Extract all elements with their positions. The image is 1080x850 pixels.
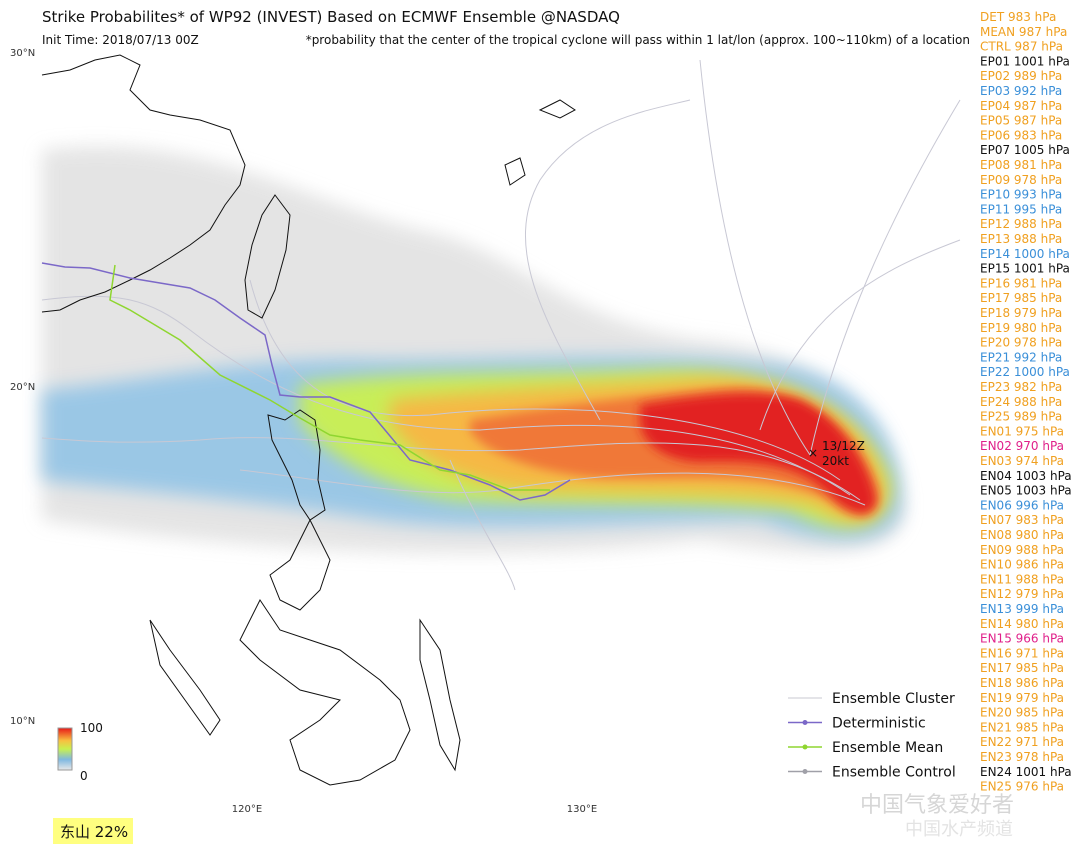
ensemble-mean-track	[109, 264, 550, 491]
title: Strike Probabilites* of WP92 (INVEST) Ba…	[42, 8, 620, 26]
member-pressure: EP15 1001 hPa	[980, 262, 1070, 276]
member-pressure: EN25 976 hPa	[980, 780, 1064, 794]
member-pressure: CTRL 987 hPa	[980, 40, 1063, 54]
member-pressure: EN15 966 hPa	[980, 632, 1064, 646]
member-pressure: EN11 988 hPa	[980, 572, 1064, 586]
member-pressure: EN16 971 hPa	[980, 646, 1064, 660]
member-pressure: EP10 993 hPa	[980, 188, 1062, 202]
location-label: 东山 22%	[60, 823, 128, 841]
member-pressure: EN20 985 hPa	[980, 706, 1064, 720]
legend-label: Deterministic	[832, 716, 926, 732]
member-pressure: EP03 992 hPa	[980, 84, 1062, 98]
member-pressure: EP13 988 hPa	[980, 232, 1062, 246]
legend-label: Ensemble Cluster	[832, 691, 955, 707]
member-pressure: EP21 992 hPa	[980, 350, 1062, 364]
legend: Ensemble Cluster Deterministic Ensemble Me…	[788, 691, 956, 781]
watermark: 中国气象爱好者	[860, 793, 1014, 818]
member-pressure: EN19 979 hPa	[980, 691, 1064, 705]
member-pressure: EN03 974 hPa	[980, 454, 1064, 468]
member-pressure: EP09 978 hPa	[980, 173, 1062, 187]
member-pressure: EN07 983 hPa	[980, 513, 1064, 527]
member-pressure: EN02 970 hPa	[980, 439, 1064, 453]
legend-dot	[802, 720, 808, 725]
colorbar-min: 0	[80, 769, 88, 783]
storm-time: 13/12Z	[822, 439, 865, 453]
legend-dot	[802, 744, 808, 750]
note: *probability that the center of the trop…	[306, 33, 970, 47]
colorbar	[57, 727, 73, 771]
storm-marker: ×	[808, 446, 818, 460]
member-pressure: EP04 987 hPa	[980, 99, 1062, 113]
member-pressure: EP02 989 hPa	[980, 69, 1062, 83]
member-pressure: EP25 989 hPa	[980, 410, 1062, 424]
probability-swath	[42, 146, 905, 554]
lat-label: 10°N	[10, 716, 35, 727]
member-pressure: EP05 987 hPa	[980, 114, 1062, 128]
member-pressure: EN17 985 hPa	[980, 661, 1064, 675]
member-pressure: EP06 983 hPa	[980, 128, 1062, 142]
member-pressure: EP18 979 hPa	[980, 306, 1062, 320]
member-pressure: EN12 979 hPa	[980, 587, 1064, 601]
member-pressure: EN05 1003 hPa	[980, 484, 1072, 498]
coastlines	[41, 54, 576, 786]
member-pressure: EN06 996 hPa	[980, 498, 1064, 512]
member-pressure: EP12 988 hPa	[980, 217, 1062, 231]
member-pressure: DET 983 hPa	[980, 10, 1056, 24]
member-pressure: EP07 1005 hPa	[980, 143, 1070, 157]
member-pressure: EP24 988 hPa	[980, 395, 1062, 409]
member-pressure: EN08 980 hPa	[980, 528, 1064, 542]
member-pressure: EP22 1000 hPa	[980, 365, 1070, 379]
member-pressure: EN23 978 hPa	[980, 750, 1064, 764]
member-pressure: EP16 981 hPa	[980, 276, 1062, 290]
member-pressure: MEAN 987 hPa	[980, 25, 1067, 39]
member-pressure: EN04 1003 hPa	[980, 469, 1072, 483]
member-pressure: EP23 982 hPa	[980, 380, 1062, 394]
lat-label: 20°N	[10, 382, 35, 393]
member-pressure: EP20 978 hPa	[980, 336, 1062, 350]
storm-wind: 20kt	[822, 454, 849, 468]
member-pressure: EP17 985 hPa	[980, 291, 1062, 305]
lat-label: 30°N	[10, 48, 35, 59]
member-pressure: EN10 986 hPa	[980, 558, 1064, 572]
member-pressure: EN21 985 hPa	[980, 720, 1064, 734]
colorbar-max: 100	[80, 721, 103, 735]
location-box	[53, 818, 133, 844]
lon-label: 130°E	[567, 804, 597, 815]
member-pressure: EN22 971 hPa	[980, 735, 1064, 749]
init-time: Init Time: 2018/07/13 00Z	[42, 33, 199, 47]
ensemble-tracks	[41, 59, 961, 591]
member-pressure: EN24 1001 hPa	[980, 765, 1072, 779]
member-pressure: EN14 980 hPa	[980, 617, 1064, 631]
member-pressure: EN13 999 hPa	[980, 602, 1064, 616]
member-pressure: EN09 988 hPa	[980, 543, 1064, 557]
member-pressure: EP19 980 hPa	[980, 321, 1062, 335]
legend-label: Ensemble Control	[832, 765, 956, 781]
legend-dot	[802, 769, 808, 774]
member-pressure: EP08 981 hPa	[980, 158, 1062, 172]
lon-label: 120°E	[232, 804, 262, 815]
member-pressure: EN18 986 hPa	[980, 676, 1064, 690]
legend-label: Ensemble Mean	[832, 740, 943, 756]
grid-labels: 30°N 20°N 10°N 120°E 130°E	[10, 48, 597, 815]
member-pressure: EP11 995 hPa	[980, 202, 1062, 216]
member-pressure: EP01 1001 hPa	[980, 54, 1070, 68]
watermark: 中国水产频道	[905, 819, 1013, 840]
member-pressure: EP14 1000 hPa	[980, 247, 1070, 261]
member-pressure: EN01 975 hPa	[980, 424, 1064, 438]
deterministic-track	[41, 262, 571, 501]
